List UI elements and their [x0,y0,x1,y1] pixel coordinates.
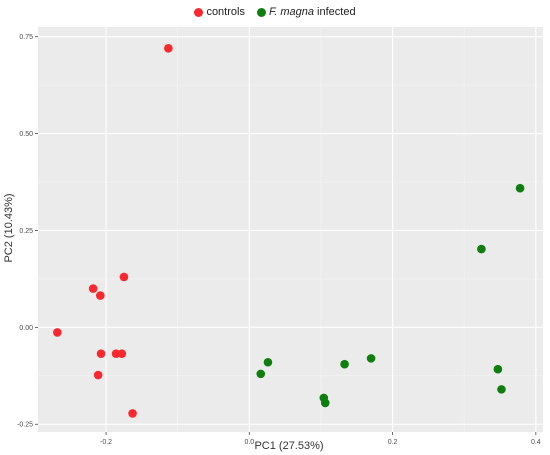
legend-dot-controls [194,7,204,17]
x-tick-label: -0.2 [100,439,112,446]
legend: controls F. magna infected [0,6,550,18]
grid-lines [38,27,543,432]
x-axis-label: PC1 (27.53%) [254,440,323,452]
data-point-infected [366,354,376,363]
legend-item-infected: F. magna infected [256,6,356,18]
x-tick-label: 0.4 [531,439,541,446]
data-point-controls [164,44,173,53]
data-points [53,44,525,418]
data-point-controls [128,409,137,418]
data-point-controls [117,349,127,359]
data-point-infected [340,359,349,369]
x-tick-label: 0.2 [388,439,398,446]
data-point-infected [515,183,525,193]
legend-label-controls: controls [206,6,245,18]
data-point-controls [93,370,103,380]
axes: -0.2 0.0 0.2 0.4 -0.25 0.00 0.25 0.50 0.75 [17,34,541,446]
legend-label-infected-rest: infected [317,6,356,18]
data-point-controls [96,291,105,300]
data-point-controls [119,272,129,282]
data-point-infected [320,398,330,408]
data-point-infected [477,244,486,254]
data-point-infected [263,357,273,367]
y-tick-label: 0.00 [19,325,33,332]
legend-dot-infected [256,7,266,17]
panel-background [38,27,543,432]
data-point-controls [53,328,62,337]
data-point-controls [88,284,98,293]
data-point-controls [96,349,106,359]
y-tick-label: 0.75 [19,34,33,41]
y-tick-label: 0.50 [19,131,33,138]
y-axis-label: PC2 (10.43%) [3,193,15,262]
x-tick-label: 0.0 [244,439,254,446]
legend-item-controls: controls [194,6,245,18]
legend-label-infected-species: F. magna [268,6,315,18]
plot-panel [38,27,543,432]
data-point-infected [493,364,503,374]
y-tick-label: 0.25 [19,228,33,235]
data-point-infected [256,369,266,379]
data-point-infected [497,385,506,394]
y-tick-label: -0.25 [17,422,33,429]
